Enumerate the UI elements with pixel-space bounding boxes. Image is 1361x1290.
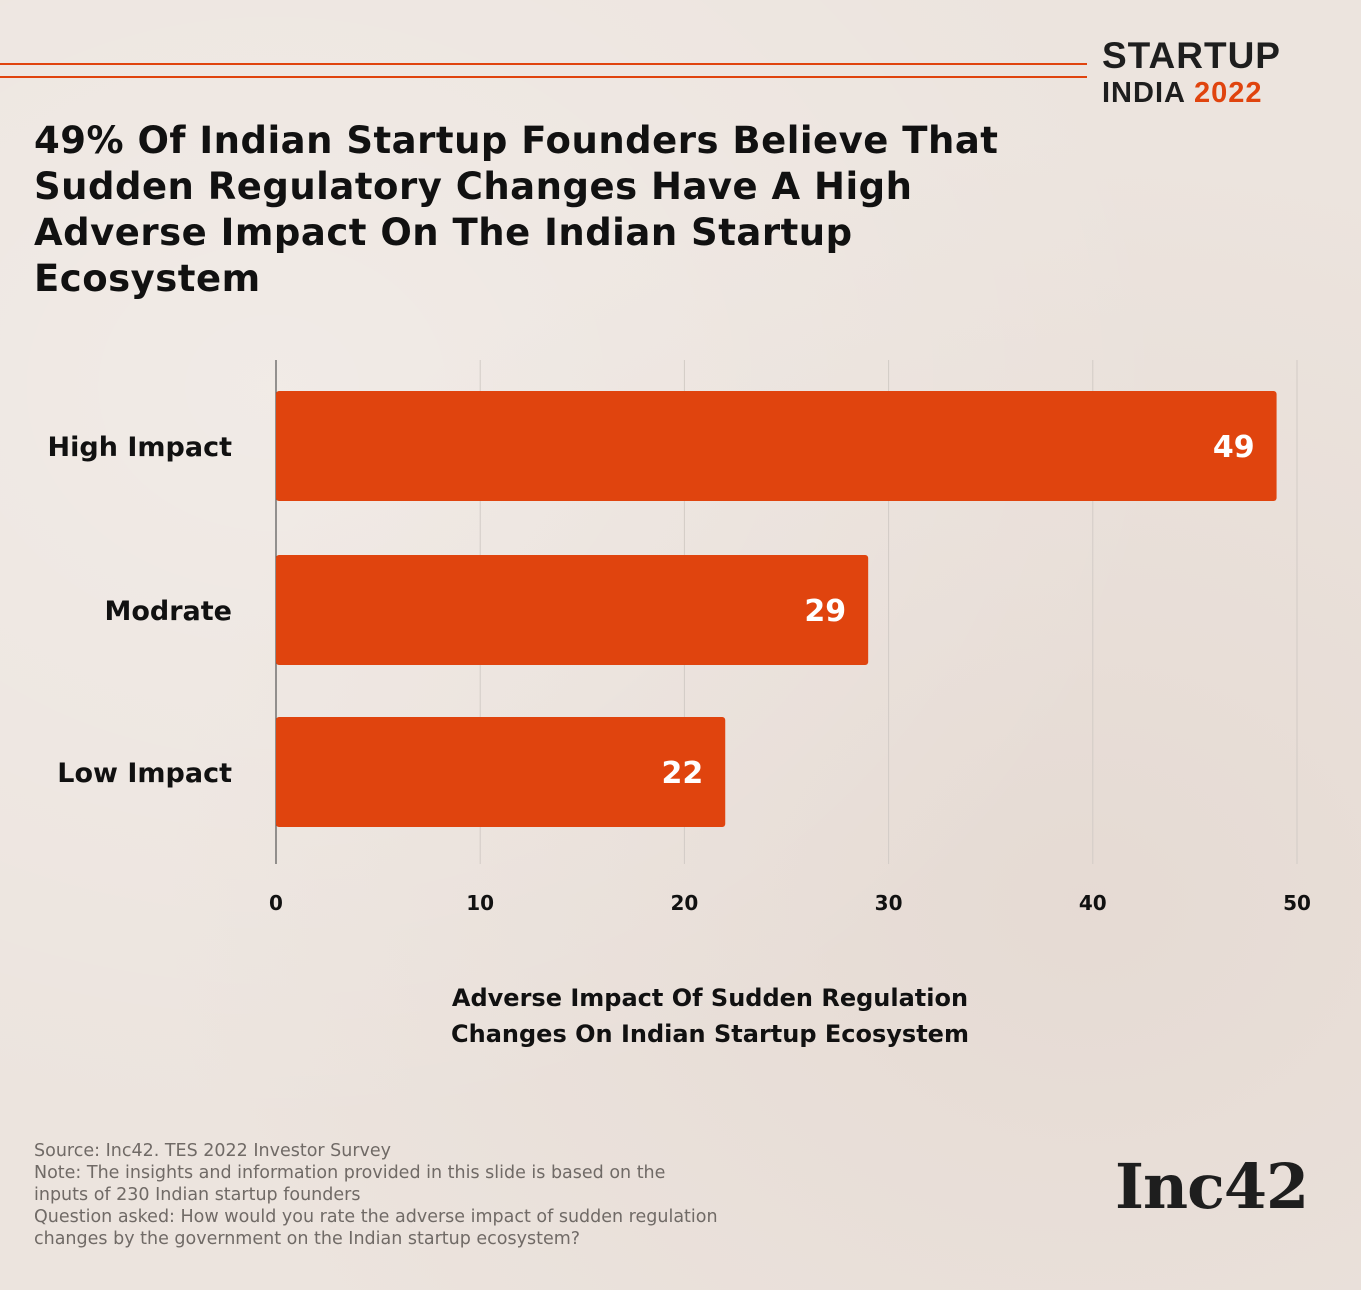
footnotes: Source: Inc42. TES 2022 Investor Survey … — [34, 1140, 1034, 1250]
x-tick-label: 10 — [466, 891, 494, 915]
note-line-1: Note: The insights and information provi… — [34, 1163, 666, 1183]
bar — [276, 555, 869, 665]
startup-india-brand: STARTUP INDIA 2022 — [1102, 36, 1281, 110]
bar-value-label: 22 — [661, 756, 703, 791]
question-line-1: Question asked: How would you rate the a… — [34, 1207, 718, 1227]
chart-title: 49% Of Indian Startup Founders Believe T… — [34, 119, 999, 300]
x-tick-label: 40 — [1079, 891, 1107, 915]
x-tick-label: 20 — [670, 891, 698, 915]
x-tick-label: 50 — [1283, 891, 1311, 915]
bar-value-label: 29 — [804, 594, 846, 629]
x-axis-title-line-2: Changes On Indian Startup Ecosystem — [451, 1020, 969, 1048]
x-tick-label: 0 — [269, 891, 283, 915]
note-line-2: inputs of 230 Indian startup founders — [34, 1185, 361, 1205]
header-rule-top — [0, 63, 1087, 65]
brand-year: 2022 — [1193, 77, 1263, 109]
x-axis-title-line-1: Adverse Impact Of Sudden Regulation — [451, 984, 969, 1012]
brand-line-1: STARTUP — [1102, 35, 1281, 76]
source-note: Source: Inc42. TES 2022 Investor Survey — [34, 1141, 392, 1161]
bar-value-label: 49 — [1213, 430, 1255, 465]
brand-line-2: INDIA 2022 — [1102, 76, 1281, 110]
x-tick-label: 30 — [875, 891, 903, 915]
inc42-logo: Inc42 — [1115, 1150, 1309, 1223]
category-label: Low Impact — [57, 758, 232, 789]
header-rule-bottom — [0, 76, 1087, 78]
category-label: High Impact — [48, 432, 233, 463]
question-line-2: changes by the government on the Indian … — [34, 1229, 581, 1249]
category-label: Modrate — [105, 596, 233, 627]
bar — [276, 391, 1277, 501]
x-axis-title: Adverse Impact Of Sudden Regulation Chan… — [400, 980, 1020, 1052]
bar — [276, 717, 726, 827]
brand-india: INDIA — [1102, 77, 1185, 109]
